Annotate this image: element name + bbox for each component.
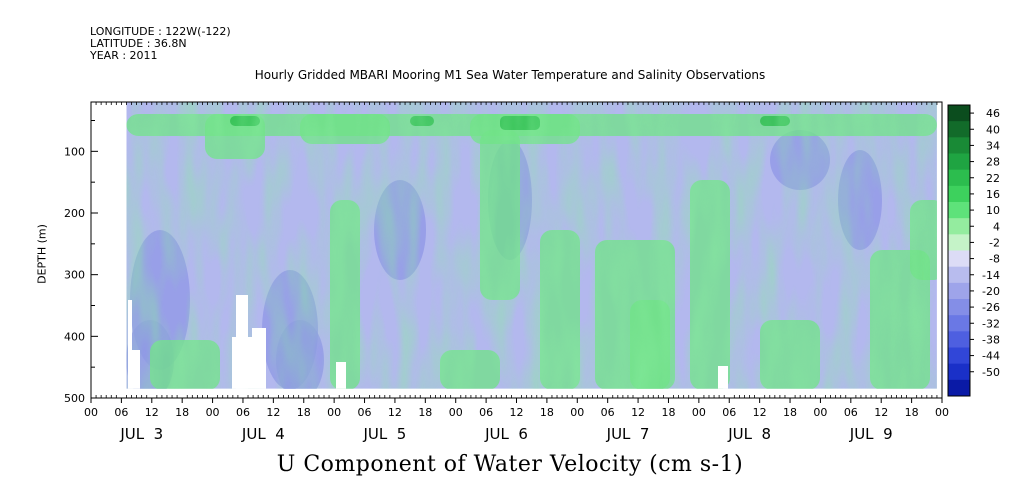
missing-data-gap xyxy=(128,350,140,389)
x-tick-label: 12 xyxy=(145,406,159,419)
colorbar-segment xyxy=(948,153,970,171)
x-day-label: JUL 6 xyxy=(484,425,528,443)
x-day-label: JUL 9 xyxy=(849,425,893,443)
x-tick-label: 00 xyxy=(935,406,949,419)
chart-title: Hourly Gridded MBARI Mooring M1 Sea Wate… xyxy=(254,68,766,82)
colorbar-label: -44 xyxy=(982,350,1000,363)
colorbar-segment xyxy=(948,218,970,235)
x-tick-label: 18 xyxy=(175,406,189,419)
x-tick-label: 12 xyxy=(874,406,888,419)
colorbar-segment xyxy=(948,299,970,316)
colorbar-label: 10 xyxy=(986,204,1000,217)
x-tick-label: 06 xyxy=(601,406,615,419)
x-day-label: JUL 7 xyxy=(606,425,650,443)
missing-data-gap xyxy=(718,366,728,389)
axes: 00 06 12 18 00 06 12 18 00 06 12 18 00 06 12 18 00 06 12 18… xyxy=(64,101,949,443)
missing-data-gap xyxy=(252,328,266,389)
colorbar-label: -14 xyxy=(982,269,1000,282)
colorbar-segment xyxy=(948,121,970,138)
colorbar-frame xyxy=(947,104,971,397)
colorbar-segment xyxy=(948,315,970,332)
colorbar-segment xyxy=(948,266,970,284)
velocity-field xyxy=(126,102,937,389)
x-day-label: JUL 8 xyxy=(727,425,771,443)
x-tick-label: 00 xyxy=(449,406,463,419)
x-tick-label: 06 xyxy=(479,406,493,419)
colorbar-label: -38 xyxy=(982,333,1000,346)
x-tick-label: 00 xyxy=(327,406,341,419)
x-tick-label: 12 xyxy=(388,406,402,419)
missing-data-gap xyxy=(128,300,132,350)
colorbar-label: 16 xyxy=(986,188,1000,201)
x-axis-label: U Component of Water Velocity (cm s-1) xyxy=(276,452,744,477)
colorbar-segment xyxy=(948,105,970,122)
x-tick-label: 18 xyxy=(661,406,675,419)
x-tick-label: 18 xyxy=(783,406,797,419)
latitude-label: LATITUDE : 36.8N xyxy=(90,37,187,50)
x-tick-label: 12 xyxy=(266,406,280,419)
colorbar-segment xyxy=(948,137,970,154)
x-tick-label: 06 xyxy=(844,406,858,419)
missing-data-gap xyxy=(336,362,346,389)
colorbar: 46 40 34 28 22 16 10 4 -2 -8 -14 -20 -26 -32 -38 -44 -50 xyxy=(947,104,1000,397)
x-tick-label: 18 xyxy=(297,406,311,419)
colorbar-segment xyxy=(948,169,970,187)
year-label: YEAR : 2011 xyxy=(90,49,158,62)
x-tick-label: 12 xyxy=(753,406,767,419)
x-tick-label: 12 xyxy=(631,406,645,419)
colorbar-label: -50 xyxy=(982,366,1000,379)
colorbar-segment xyxy=(948,250,970,268)
colorbar-label: 40 xyxy=(986,123,1000,136)
x-tick-label: 06 xyxy=(236,406,250,419)
colorbar-label: -8 xyxy=(989,253,1000,266)
x-tick-label: 00 xyxy=(84,406,98,419)
x-tick-label: 06 xyxy=(722,406,736,419)
colorbar-segment xyxy=(948,234,970,251)
x-tick-label: 12 xyxy=(510,406,524,419)
y-tick-label: 500 xyxy=(64,392,85,405)
colorbar-segment xyxy=(948,363,970,381)
y-tick-label: 400 xyxy=(64,330,85,343)
colorbar-label: 4 xyxy=(993,220,1000,233)
heatmap-area xyxy=(126,102,937,389)
colorbar-label: 22 xyxy=(986,172,1000,185)
colorbar-segment xyxy=(948,347,970,365)
x-day-label: JUL 4 xyxy=(241,425,285,443)
y-tick-label: 300 xyxy=(64,269,85,282)
x-tick-label: 18 xyxy=(540,406,554,419)
colorbar-segment xyxy=(948,331,970,348)
longitude-label: LONGITUDE : 122W(-122) xyxy=(90,25,231,38)
x-tick-label: 00 xyxy=(570,406,584,419)
colorbar-label: 28 xyxy=(986,156,1000,169)
x-tick-label: 06 xyxy=(114,406,128,419)
x-tick-label: 00 xyxy=(206,406,220,419)
x-tick-label: 06 xyxy=(358,406,372,419)
x-tick-label: 00 xyxy=(692,406,706,419)
colorbar-label: 46 xyxy=(986,107,1000,120)
colorbar-segment xyxy=(948,202,970,219)
colorbar-segment xyxy=(948,282,970,300)
y-tick-label: 200 xyxy=(64,207,85,220)
x-tick-label: 18 xyxy=(905,406,919,419)
colorbar-label: -20 xyxy=(982,285,1000,298)
colorbar-label: -32 xyxy=(982,317,1000,330)
missing-data-gap xyxy=(232,337,252,389)
colorbar-label: -2 xyxy=(989,236,1000,249)
x-tick-label: 18 xyxy=(418,406,432,419)
colorbar-segment xyxy=(948,185,970,203)
colorbar-label: -26 xyxy=(982,301,1000,314)
x-day-label: JUL 5 xyxy=(363,425,407,443)
colorbar-segment xyxy=(948,379,970,397)
y-tick-label: 100 xyxy=(64,145,85,158)
x-tick-label: 00 xyxy=(813,406,827,419)
colorbar-label: 34 xyxy=(986,139,1000,152)
x-day-label: JUL 3 xyxy=(119,425,163,443)
